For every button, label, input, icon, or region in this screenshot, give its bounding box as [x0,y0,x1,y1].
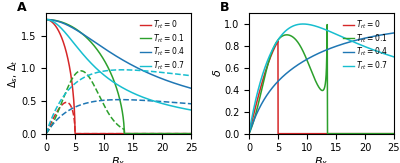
Text: A: A [17,1,27,14]
X-axis label: $B_x$: $B_x$ [314,155,329,163]
Text: B: B [220,1,230,14]
X-axis label: $B_x$: $B_x$ [111,155,126,163]
Y-axis label: $\delta$: $\delta$ [210,69,222,77]
Y-axis label: $\Delta_s,\, \Delta_t$: $\Delta_s,\, \Delta_t$ [6,59,20,88]
Legend: $T_{rt}=0$, $T_{rt}=0.1$, $T_{rt}=0.4$, $T_{rt}=0.7$: $T_{rt}=0$, $T_{rt}=0.1$, $T_{rt}=0.4$, … [341,17,390,73]
Legend: $T_{rt}=0$, $T_{rt}=0.1$, $T_{rt}=0.4$, $T_{rt}=0.7$: $T_{rt}=0$, $T_{rt}=0.1$, $T_{rt}=0.4$, … [138,17,187,73]
